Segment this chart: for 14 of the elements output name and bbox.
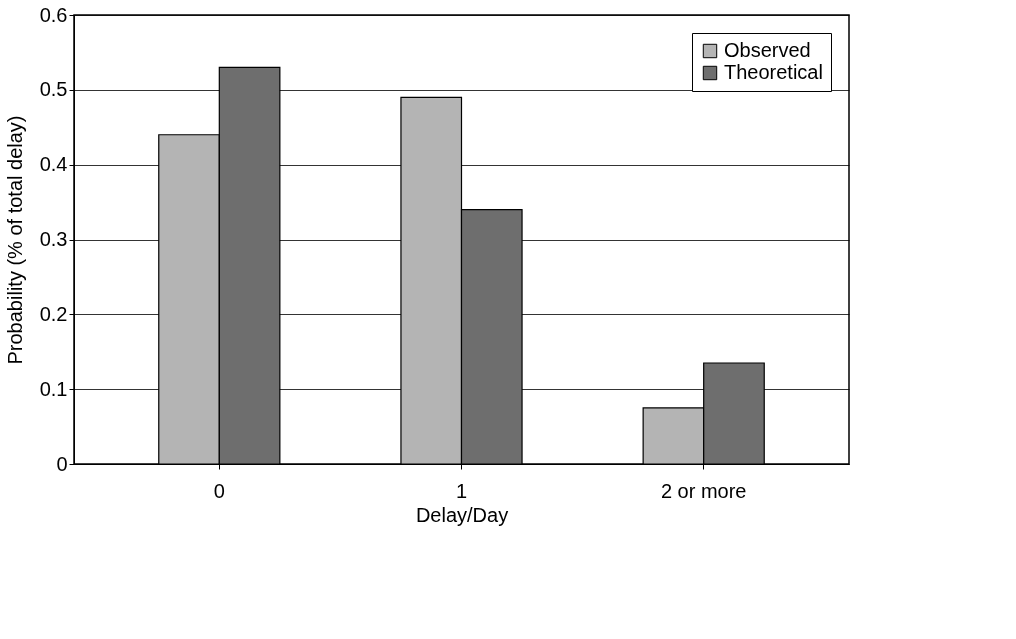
legend-label: Observed <box>724 39 811 61</box>
y-tick-label: 0.6 <box>39 3 68 26</box>
y-tick-label: 0 <box>56 452 68 475</box>
x-tick-label: 1 <box>455 479 468 502</box>
x-axis-title: Delay/Day <box>415 503 509 526</box>
x-tick-label: 0 <box>213 479 225 502</box>
y-tick-label: 0.4 <box>39 153 68 176</box>
y-tick-label: 0.5 <box>39 78 68 101</box>
y-axis-title: Probability (% of total delay) <box>3 115 26 365</box>
y-tick-label: 0.3 <box>39 228 68 250</box>
x-tick-label: 2 or more <box>660 479 747 502</box>
y-tick-label: 0.2 <box>39 302 68 325</box>
legend-label: Theoretical <box>724 61 823 83</box>
y-tick-label: 0.1 <box>39 377 68 400</box>
